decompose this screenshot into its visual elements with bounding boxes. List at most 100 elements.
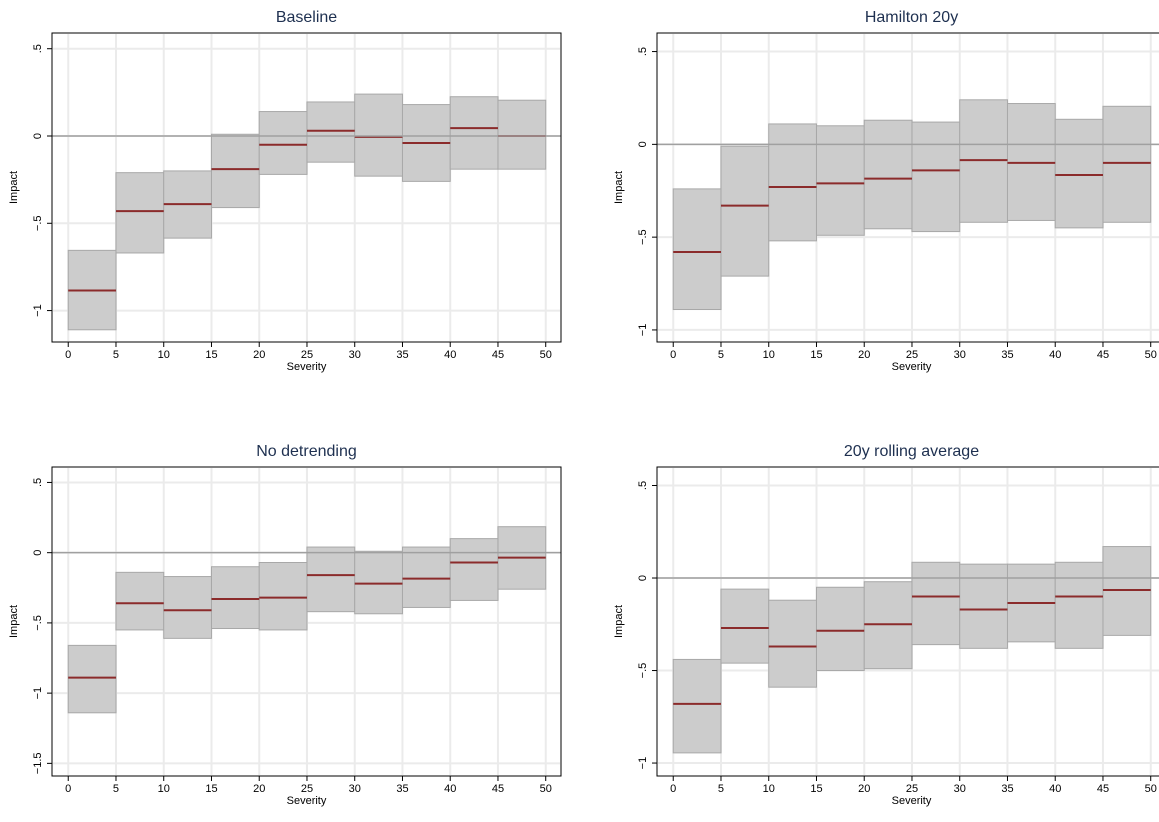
x-tick-label: 0	[65, 783, 71, 795]
confidence-band	[672, 658, 722, 754]
confidence-band	[210, 133, 260, 209]
x-tick-label: 15	[205, 349, 217, 361]
y-axis-label: Impact	[613, 605, 625, 638]
x-tick-label: 35	[396, 349, 408, 361]
confidence-band	[863, 119, 913, 230]
x-tick-label: 20	[253, 349, 265, 361]
x-tick-label: 25	[906, 783, 918, 795]
x-tick-label: 20	[253, 783, 265, 795]
confidence-band	[258, 111, 308, 175]
y-tick-label: 0	[32, 550, 44, 556]
y-tick-label: −1	[637, 324, 649, 337]
x-tick-label: 10	[158, 783, 170, 795]
confidence-band	[354, 550, 403, 615]
x-tick-label: 40	[1049, 349, 1061, 361]
x-tick-label: 15	[810, 783, 822, 795]
y-tick-label: −1	[32, 687, 44, 700]
x-tick-label: 15	[810, 349, 822, 361]
confidence-band	[210, 566, 260, 630]
confidence-band	[720, 145, 770, 277]
x-axis-label: Severity	[287, 361, 327, 373]
x-tick-label: 25	[301, 783, 313, 795]
confidence-band	[1102, 105, 1152, 223]
confidence-band	[1054, 561, 1104, 649]
x-tick-label: 30	[954, 783, 966, 795]
x-tick-label: 10	[763, 783, 775, 795]
x-tick-label: 45	[492, 783, 504, 795]
confidence-band	[449, 96, 499, 170]
x-axis-label: Severity	[892, 795, 932, 807]
y-axis-label: Impact	[613, 171, 625, 204]
x-tick-label: 30	[349, 783, 361, 795]
confidence-band	[354, 93, 403, 177]
x-tick-label: 50	[1145, 783, 1157, 795]
confidence-band	[768, 123, 817, 242]
x-tick-label: 40	[1049, 783, 1061, 795]
confidence-band	[911, 561, 961, 646]
x-tick-label: 0	[65, 349, 71, 361]
x-tick-label: 10	[763, 349, 775, 361]
confidence-band	[401, 546, 451, 608]
x-tick-label: 5	[113, 783, 119, 795]
x-tick-label: 50	[1145, 349, 1157, 361]
x-axis-label: Severity	[287, 795, 327, 807]
confidence-band	[815, 586, 865, 672]
x-tick-label: 45	[1097, 783, 1109, 795]
x-tick-label: 25	[301, 349, 313, 361]
confidence-band	[911, 121, 961, 233]
y-axis-label: Impact	[8, 171, 20, 204]
confidence-band	[306, 546, 356, 613]
confidence-band	[497, 99, 547, 170]
y-tick-label: .5	[32, 44, 44, 53]
x-tick-label: 20	[858, 349, 870, 361]
confidence-band	[258, 562, 308, 631]
confidence-band	[67, 644, 117, 714]
x-tick-label: 35	[1001, 783, 1013, 795]
x-tick-label: 35	[396, 783, 408, 795]
confidence-band	[768, 599, 817, 688]
confidence-band	[449, 538, 499, 601]
y-tick-label: .5	[637, 47, 649, 56]
x-tick-label: 40	[444, 783, 456, 795]
x-tick-label: 35	[1001, 349, 1013, 361]
confidence-band	[115, 172, 165, 254]
y-tick-label: −1	[32, 304, 44, 317]
y-tick-label: .5	[637, 481, 649, 490]
y-tick-label: 0	[637, 141, 649, 147]
x-tick-label: 50	[540, 783, 552, 795]
y-tick-label: −1.5	[32, 752, 44, 774]
x-tick-label: 45	[492, 349, 504, 361]
chart-title: Hamilton 20y	[865, 9, 958, 26]
y-axis-label: Impact	[8, 605, 20, 638]
x-axis-label: Severity	[892, 361, 932, 373]
confidence-band	[306, 101, 356, 163]
confidence-band	[720, 588, 770, 664]
y-tick-label: −1	[637, 757, 649, 770]
x-tick-label: 5	[718, 783, 724, 795]
y-tick-label: −.5	[32, 615, 44, 631]
confidence-band	[959, 563, 1008, 649]
x-tick-label: 45	[1097, 349, 1109, 361]
confidence-band	[163, 576, 212, 639]
x-tick-label: 20	[858, 783, 870, 795]
confidence-band	[1054, 118, 1104, 229]
x-tick-label: 5	[113, 349, 119, 361]
y-tick-label: 0	[32, 133, 44, 139]
y-tick-label: −.5	[637, 229, 649, 245]
x-tick-label: 10	[158, 349, 170, 361]
chart-title: No detrending	[256, 443, 357, 460]
y-tick-label: .5	[32, 478, 44, 487]
x-tick-label: 30	[954, 349, 966, 361]
x-tick-label: 0	[670, 349, 676, 361]
x-tick-label: 25	[906, 349, 918, 361]
y-tick-label: 0	[637, 575, 649, 581]
x-tick-label: 50	[540, 349, 552, 361]
x-tick-label: 15	[205, 783, 217, 795]
x-tick-label: 0	[670, 783, 676, 795]
chart-title: Baseline	[276, 9, 337, 26]
x-tick-label: 5	[718, 349, 724, 361]
confidence-band	[115, 571, 165, 631]
confidence-band	[672, 188, 722, 311]
